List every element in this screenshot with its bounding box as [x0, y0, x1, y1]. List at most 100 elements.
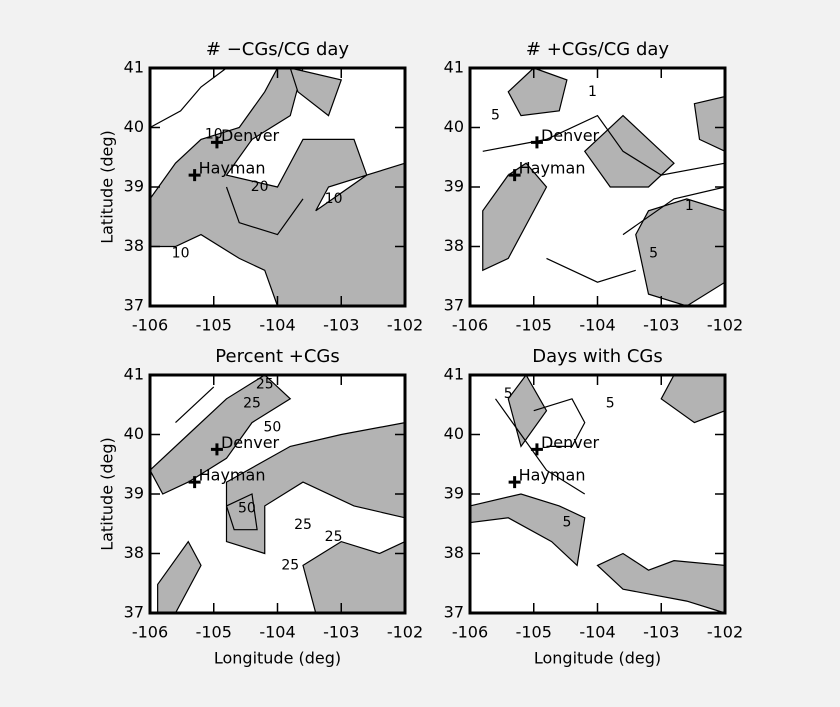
x-tick-label: -106 — [452, 316, 488, 335]
location-label: Denver — [221, 433, 280, 452]
y-tick-label: 38 — [124, 543, 144, 562]
location-marker — [508, 476, 521, 489]
x-tick-label: -103 — [323, 316, 359, 335]
shaded-region — [149, 67, 406, 307]
x-tick-label: -104 — [259, 316, 295, 335]
y-tick-label: 37 — [124, 603, 144, 622]
contour-line — [225, 186, 304, 236]
shaded-region — [507, 373, 548, 448]
panel-title: Percent +CGs — [215, 346, 339, 367]
contour-label: 25 — [256, 377, 274, 393]
x-tick-label: -102 — [387, 316, 423, 335]
location-label: Denver — [541, 433, 600, 452]
x-tick-label: -105 — [196, 316, 232, 335]
contour-label: 25 — [243, 396, 261, 412]
y-tick-label: 40 — [444, 424, 464, 443]
location-label: Hayman — [199, 159, 266, 178]
location-label: Hayman — [519, 466, 586, 485]
x-tick-label: -106 — [452, 623, 488, 642]
x-tick-label: -103 — [323, 623, 359, 642]
y-tick-label: 40 — [124, 117, 144, 136]
shaded-region — [469, 493, 586, 567]
location-label: Hayman — [199, 466, 266, 485]
y-tick-label: 40 — [124, 424, 144, 443]
panel-title: # −CGs/CG day — [206, 39, 350, 60]
contour-line — [533, 398, 586, 447]
location-marker — [188, 476, 201, 489]
shaded-region — [507, 67, 568, 117]
y-axis-label: Latitude (deg) — [98, 437, 117, 551]
y-tick-label: 39 — [444, 484, 464, 503]
x-tick-label: -106 — [132, 316, 168, 335]
contour-label: 50 — [263, 419, 281, 435]
y-tick-label: 39 — [124, 484, 144, 503]
x-axis-label: Longitude (deg) — [214, 649, 341, 668]
contour-label: 1 — [588, 84, 597, 100]
contour-label: 10 — [172, 246, 190, 262]
shaded-region — [157, 540, 202, 614]
panel: 5 5 5 -106 -105 -104 -103 -102 37 38 39 40 41 Denver H… — [444, 346, 744, 668]
x-tick-label: -104 — [259, 623, 295, 642]
x-tick-label: -105 — [516, 623, 552, 642]
y-tick-label: 38 — [124, 236, 144, 255]
contour-label: 50 — [238, 500, 256, 516]
shaded-region — [225, 421, 406, 555]
x-tick-label: -105 — [516, 316, 552, 335]
x-tick-label: -102 — [707, 623, 743, 642]
y-tick-label: 37 — [444, 296, 464, 315]
contour-label: 25 — [325, 529, 343, 545]
contour-line — [546, 257, 636, 283]
y-tick-label: 41 — [444, 58, 464, 77]
location-marker — [530, 136, 543, 149]
y-tick-label: 41 — [444, 365, 464, 384]
location-marker — [508, 169, 521, 182]
contour-label: 5 — [606, 396, 615, 412]
y-tick-label: 39 — [444, 177, 464, 196]
contour-label: 5 — [491, 108, 500, 124]
x-tick-label: -104 — [579, 623, 615, 642]
shaded-region — [149, 374, 292, 495]
y-tick-label: 37 — [444, 603, 464, 622]
contour-line — [175, 386, 215, 424]
y-tick-label: 39 — [124, 177, 144, 196]
y-axis-label: Latitude (deg) — [98, 130, 117, 244]
y-tick-label: 38 — [444, 236, 464, 255]
location-marker — [188, 169, 201, 182]
contour-line — [622, 186, 726, 236]
location-label: Denver — [541, 126, 600, 145]
panel: 5 1 5 1 -106 -105 -104 -103 -102 37 38 39 40 41 Denver… — [444, 39, 744, 335]
contour-line — [495, 398, 586, 495]
panel-title: # +CGs/CG day — [526, 39, 670, 60]
x-tick-label: -103 — [643, 316, 679, 335]
x-tick-label: -103 — [643, 623, 679, 642]
x-tick-label: -102 — [707, 316, 743, 335]
location-label: Denver — [221, 126, 280, 145]
shaded-region — [289, 67, 343, 117]
x-tick-label: -105 — [196, 623, 232, 642]
contour-label: 10 — [325, 191, 343, 207]
location-marker — [210, 443, 223, 456]
location-marker — [530, 443, 543, 456]
contour-label: 5 — [504, 386, 513, 402]
x-axis-label: Longitude (deg) — [534, 649, 661, 668]
y-tick-label: 41 — [124, 365, 144, 384]
y-tick-label: 41 — [124, 58, 144, 77]
shaded-region — [482, 162, 548, 272]
y-tick-label: 37 — [124, 296, 144, 315]
contour-label: 5 — [649, 246, 658, 262]
contour-label: 25 — [281, 557, 299, 573]
contour-line — [225, 493, 258, 531]
contour-label: 25 — [294, 517, 312, 533]
contour-label: 5 — [562, 515, 571, 531]
contour-label: 1 — [685, 198, 694, 214]
x-tick-label: -104 — [579, 316, 615, 335]
contour-label: 20 — [251, 179, 269, 195]
x-tick-label: -106 — [132, 623, 168, 642]
y-tick-label: 40 — [444, 117, 464, 136]
panel-title: Days with CGs — [532, 346, 662, 367]
x-tick-label: -102 — [387, 623, 423, 642]
y-tick-label: 38 — [444, 543, 464, 562]
